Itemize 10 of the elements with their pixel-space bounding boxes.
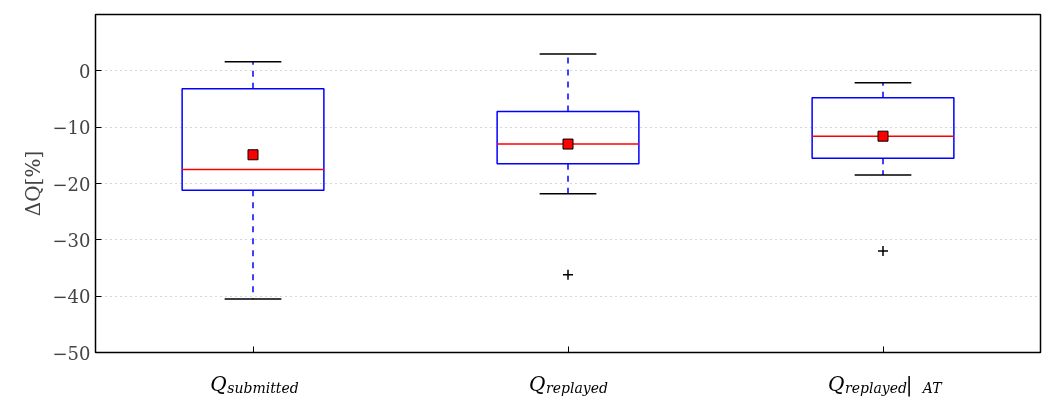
y-tick-label: −50 [52, 342, 91, 364]
y-tick-label: 0 [79, 60, 91, 82]
y-tick-label: −30 [52, 229, 91, 251]
x-tick-label: Qreplayed [529, 372, 609, 397]
y-tick-label: −40 [52, 286, 91, 308]
y-tick-label: −20 [52, 173, 91, 195]
x-tick-label: Qreplayed|AT [828, 372, 944, 398]
y-tick-label: −10 [52, 117, 91, 139]
y-axis-title: ΔQ[%] [20, 150, 45, 217]
x-tick-label: Qsubmitted [210, 372, 299, 397]
